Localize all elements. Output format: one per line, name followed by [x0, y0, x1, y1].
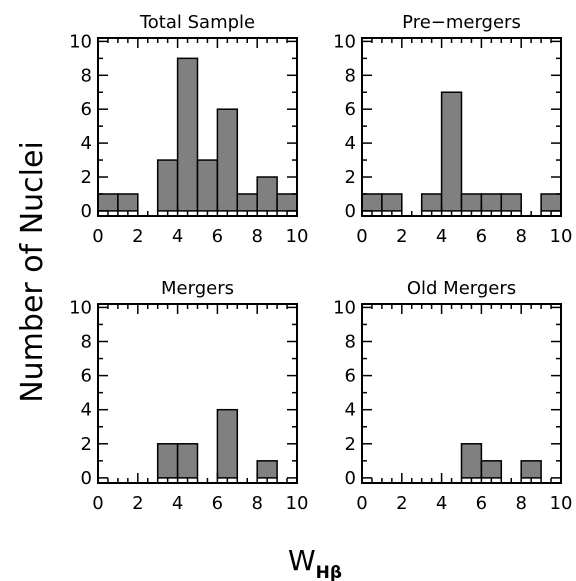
y-tick-label-old-mergers: 4: [345, 400, 356, 421]
y-tick-label-total-sample: 8: [81, 65, 92, 86]
x-tick-label-old-mergers: 8: [515, 493, 526, 514]
bar-mergers-6: [216, 408, 239, 479]
panel-title-mergers: Mergers: [161, 278, 234, 299]
bar-pre-mergers-5: [460, 193, 483, 212]
x-tick-label-pre-mergers: 6: [476, 226, 487, 247]
bar-pre-mergers-9: [540, 193, 562, 212]
x-tick-label-total-sample: 0: [92, 226, 103, 247]
x-tick-label-mergers: 0: [92, 493, 103, 514]
bar-old-mergers-5: [460, 443, 483, 479]
x-tick-label-old-mergers: 4: [436, 493, 447, 514]
bar-pre-mergers-1: [381, 193, 403, 212]
x-tick-label-total-sample: 10: [286, 226, 309, 247]
x-tick-label-pre-mergers: 0: [356, 226, 367, 247]
x-tick-label-total-sample: 6: [212, 226, 223, 247]
bar-old-mergers-8: [520, 460, 542, 479]
y-tick-label-mergers: 2: [81, 434, 92, 455]
panel-title-old-mergers: Old Mergers: [407, 278, 516, 299]
x-tick-label-pre-mergers: 8: [515, 226, 526, 247]
y-tick-label-old-mergers: 0: [345, 468, 356, 489]
y-tick-label-mergers: 4: [81, 400, 92, 421]
y-tick-label-total-sample: 4: [81, 133, 92, 154]
bar-total-sample-1: [117, 193, 139, 212]
x-tick-label-pre-mergers: 10: [550, 226, 573, 247]
x-tick-label-old-mergers: 2: [396, 493, 407, 514]
y-tick-label-mergers: 0: [81, 468, 92, 489]
y-tick-label-pre-mergers: 2: [345, 167, 356, 188]
y-tick-label-total-sample: 0: [81, 201, 92, 222]
x-tick-label-pre-mergers: 2: [396, 226, 407, 247]
bar-total-sample-8: [256, 176, 278, 212]
y-tick-label-old-mergers: 2: [345, 434, 356, 455]
bar-total-sample-4: [176, 57, 199, 212]
y-tick-label-pre-mergers: 8: [345, 65, 356, 86]
plot-frame-mergers: [97, 303, 298, 484]
y-axis-label: Number of Nuclei: [15, 141, 50, 403]
panel-title-pre-mergers: Pre−mergers: [402, 12, 521, 33]
y-tick-label-pre-mergers: 4: [345, 133, 356, 154]
x-tick-label-mergers: 2: [132, 493, 143, 514]
x-tick-label-old-mergers: 0: [356, 493, 367, 514]
bar-total-sample-0: [97, 193, 119, 212]
x-tick-label-total-sample: 2: [132, 226, 143, 247]
y-tick-label-mergers: 8: [81, 332, 92, 353]
x-tick-label-old-mergers: 6: [476, 493, 487, 514]
y-tick-label-total-sample: 2: [81, 167, 92, 188]
panel-total-sample: Total Sample 0 2 4 6 8 10 0 2 4 6 8 10: [69, 12, 308, 247]
bar-mergers-8: [256, 460, 278, 479]
panel-old-mergers: Old Mergers 0 2 4 6 8 10 0 2 4 6 8 10: [333, 278, 572, 514]
bar-total-sample-3: [156, 159, 179, 212]
x-tick-label-total-sample: 4: [172, 226, 183, 247]
bar-total-sample-7: [236, 193, 258, 212]
bar-total-sample-5: [196, 159, 219, 212]
y-tick-label-mergers: 6: [81, 366, 92, 387]
bar-pre-mergers-4: [440, 91, 463, 212]
y-tick-label-total-sample: 6: [81, 99, 92, 120]
plot-frame-old-mergers: [361, 303, 562, 484]
bar-mergers-3: [156, 443, 179, 479]
panel-mergers: Mergers 0 2 4 6 8 10 0 2 4 6 8 10: [69, 278, 308, 514]
y-tick-label-old-mergers: 10: [333, 297, 356, 318]
bar-pre-mergers-0: [361, 193, 383, 212]
x-axis-label: WHβ: [288, 544, 342, 581]
bar-pre-mergers-7: [500, 193, 522, 212]
x-tick-label-mergers: 4: [172, 493, 183, 514]
y-tick-label-pre-mergers: 0: [345, 201, 356, 222]
plot-frame-pre-mergers: [361, 37, 562, 217]
bar-pre-mergers-6: [480, 193, 503, 212]
y-tick-label-pre-mergers: 10: [333, 31, 356, 52]
x-tick-label-pre-mergers: 4: [436, 226, 447, 247]
y-tick-label-mergers: 10: [69, 297, 92, 318]
x-tick-label-old-mergers: 10: [550, 493, 573, 514]
x-tick-label-mergers: 8: [251, 493, 262, 514]
x-axis-label-main: W: [288, 544, 316, 577]
y-tick-label-total-sample: 10: [69, 31, 92, 52]
y-tick-label-pre-mergers: 6: [345, 99, 356, 120]
x-tick-label-mergers: 6: [212, 493, 223, 514]
x-tick-label-total-sample: 8: [251, 226, 262, 247]
y-tick-label-old-mergers: 6: [345, 366, 356, 387]
panel-pre-mergers: Pre−mergers 0 2 4 6 8 10 0 2 4 6 8 10: [333, 12, 572, 247]
bar-total-sample-6: [216, 108, 239, 212]
bar-pre-mergers-3: [420, 193, 443, 212]
bar-total-sample-9: [276, 193, 298, 212]
bar-mergers-4: [176, 443, 199, 479]
x-tick-label-mergers: 10: [286, 493, 309, 514]
panel-title-total-sample: Total Sample: [139, 12, 255, 33]
y-tick-label-old-mergers: 8: [345, 332, 356, 353]
x-axis-label-subscript: Hβ: [316, 563, 342, 581]
plot-frame-total-sample: [97, 37, 298, 217]
bar-old-mergers-6: [480, 460, 503, 479]
